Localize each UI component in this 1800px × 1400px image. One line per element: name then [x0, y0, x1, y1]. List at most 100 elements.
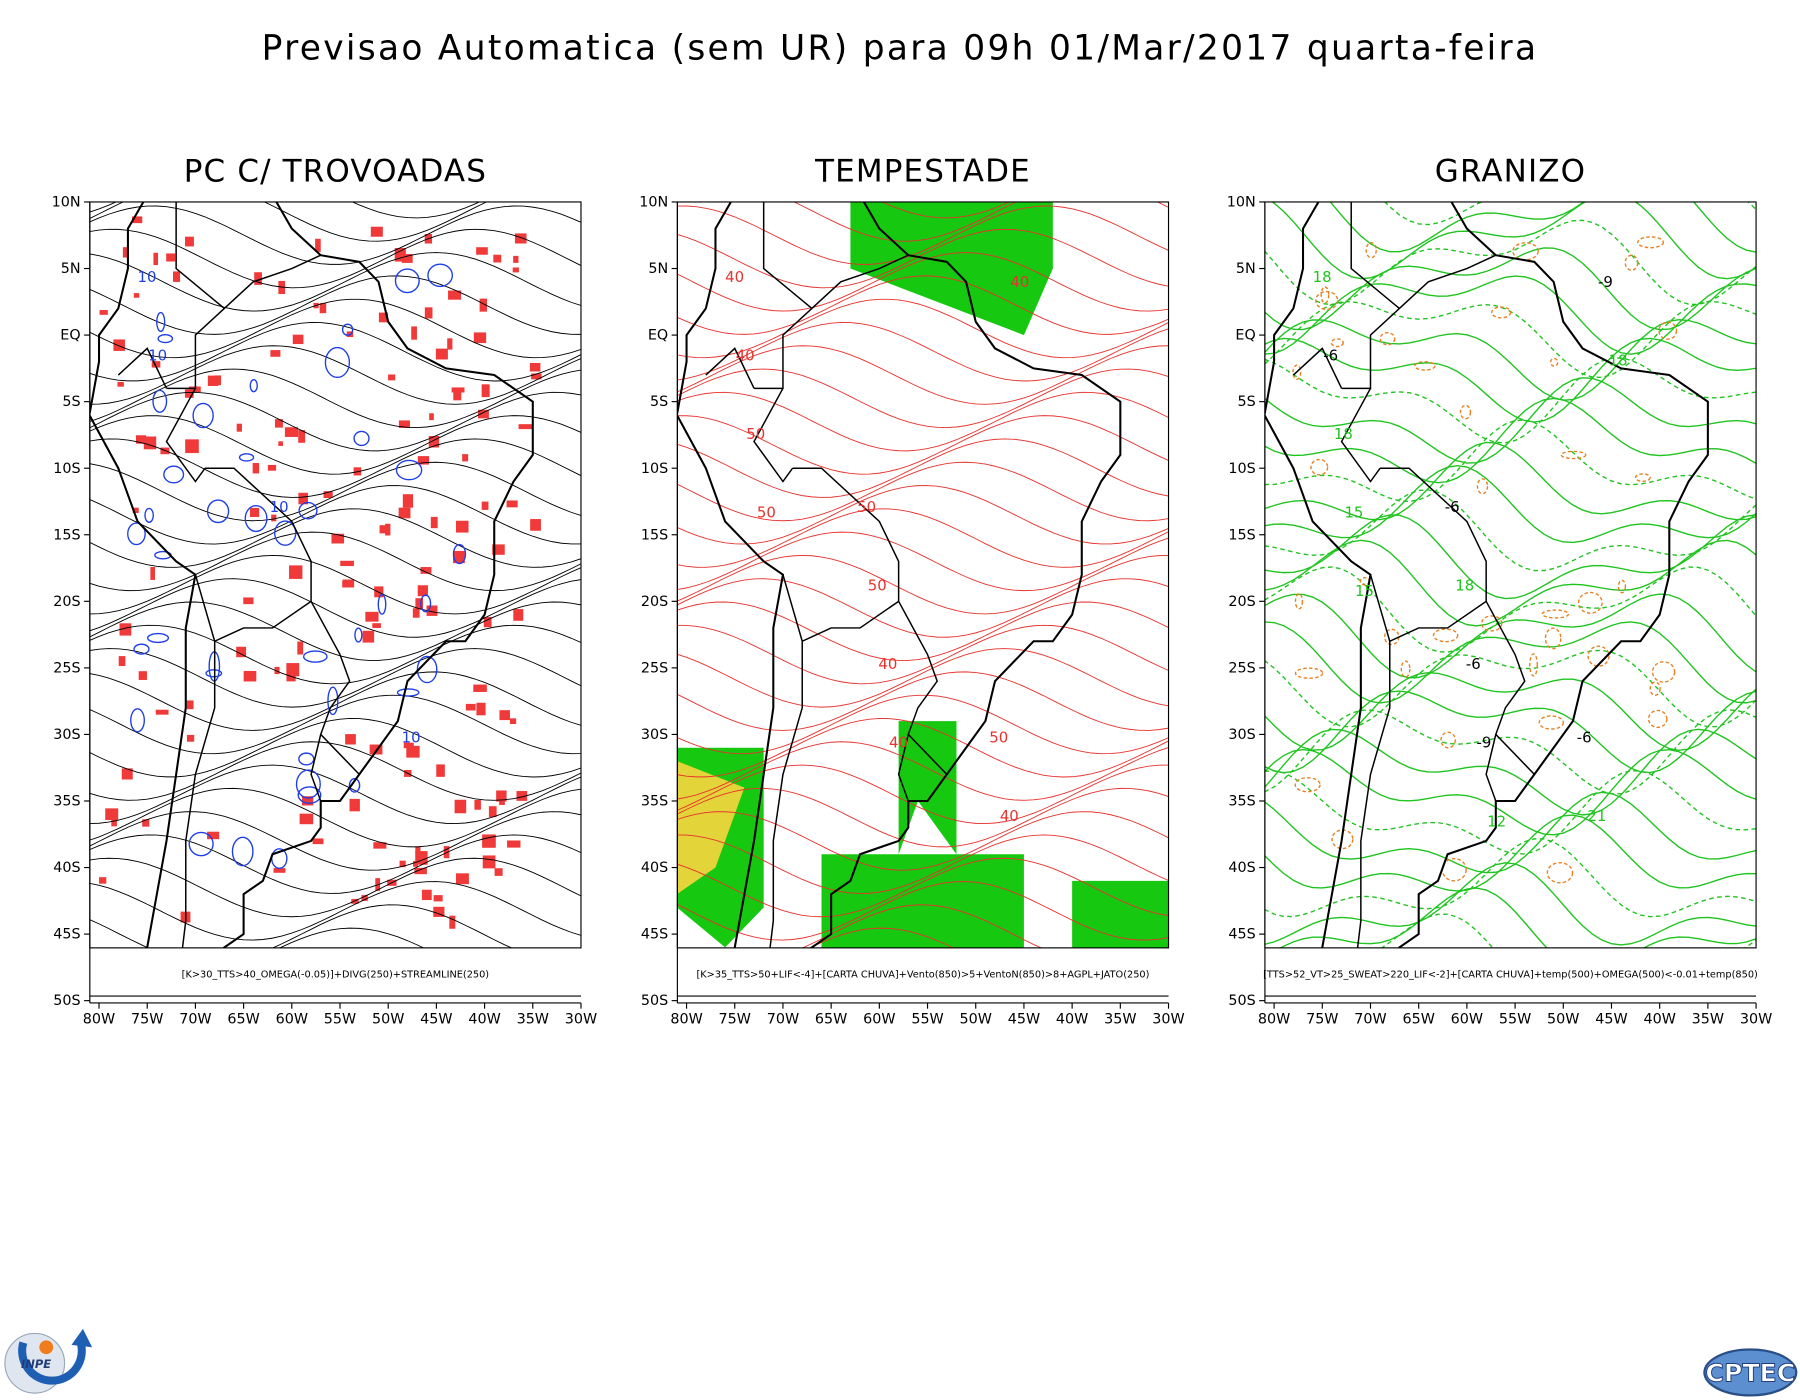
divergence-contour — [157, 333, 174, 344]
storm-cell — [507, 840, 521, 848]
divergence-contour — [297, 786, 322, 804]
lat-label: EQ — [60, 328, 80, 344]
green-area — [1072, 880, 1169, 948]
storm-cell — [481, 384, 490, 398]
storm-cell — [362, 630, 375, 643]
lon-label: 50W — [372, 1012, 404, 1028]
storm-cell — [150, 566, 155, 580]
lon-label: 70W — [179, 1012, 211, 1028]
temperature-contour — [1264, 275, 1757, 355]
lat-label: 40S — [641, 860, 668, 876]
divergence-contour — [348, 778, 361, 793]
lat-label: 25S — [641, 660, 668, 676]
streamline — [89, 201, 488, 242]
lon-label: 30W — [1740, 1012, 1772, 1028]
storm-cell — [436, 764, 445, 777]
lat-label: 50S — [1228, 993, 1255, 1009]
storm-cell — [412, 608, 420, 618]
orange-contour — [1365, 241, 1377, 259]
streamline — [89, 275, 581, 335]
storm-cell — [274, 666, 280, 675]
streamline — [677, 205, 1169, 265]
divergence-contour — [147, 632, 170, 644]
divergence-contour — [192, 402, 214, 429]
streamline — [89, 741, 581, 801]
storm-cell — [345, 734, 356, 745]
lat-label: 10N — [1227, 195, 1256, 211]
temperature-contour — [1264, 300, 1757, 379]
orange-contour — [1658, 321, 1678, 340]
storm-cell — [402, 494, 414, 508]
streamline — [677, 438, 1169, 498]
streamline — [89, 624, 581, 685]
orange-contour — [1538, 715, 1565, 730]
border — [1340, 387, 1381, 483]
divergence-contour — [152, 389, 168, 413]
lat-label: EQ — [648, 328, 668, 344]
streamline — [677, 228, 1169, 289]
storm-cell — [121, 768, 133, 780]
border — [1380, 467, 1487, 642]
orange-contour — [1379, 331, 1396, 346]
divergence-contour — [163, 465, 185, 484]
lat-label: 20S — [641, 594, 668, 610]
panel-title: TEMPESTADE — [814, 153, 1031, 189]
divergence-contour — [298, 752, 315, 766]
streamline — [89, 834, 581, 894]
lon-label: 40W — [468, 1012, 500, 1028]
temperature-contour — [1264, 748, 1757, 836]
streamline — [808, 927, 955, 948]
orange-contour — [1647, 709, 1668, 729]
storm-cell — [488, 806, 497, 818]
divergence-contour — [295, 769, 321, 799]
contour-label: 40 — [1000, 807, 1019, 825]
map-area: 40 50 50 40 50 40 50 40 40 50 40 — [677, 201, 1169, 948]
inpe-logo: INPE — [4, 1328, 93, 1394]
storm-cell — [254, 272, 262, 285]
lon-label: 75W — [1306, 1012, 1338, 1028]
streamline — [677, 554, 1169, 615]
contour-label: 40 — [1010, 273, 1029, 291]
streamline — [677, 415, 1169, 475]
orange-contour — [1414, 361, 1436, 371]
map-area: 10 10 10 10 — [89, 201, 581, 948]
storm-cell — [476, 247, 488, 255]
orange-contour — [1292, 364, 1302, 380]
lat-label: 5N — [61, 261, 81, 277]
storm-cell — [99, 877, 107, 884]
lat-label: 15S — [53, 527, 80, 543]
storm-cell — [340, 560, 354, 567]
storm-cell — [465, 703, 476, 711]
storm-cell — [132, 507, 139, 514]
contour-label: -9 — [1477, 734, 1492, 752]
orange-contour — [1617, 579, 1627, 594]
logo-arc — [18, 1341, 86, 1385]
lon-label: 70W — [1354, 1012, 1386, 1028]
storm-cell — [529, 362, 541, 372]
storm-cell — [493, 254, 502, 263]
storm-cell — [207, 375, 219, 386]
storm-cell — [424, 307, 433, 319]
streamline — [89, 252, 581, 312]
lat-label: 20S — [53, 594, 80, 610]
contour-label: 21 — [1587, 807, 1606, 825]
streamline — [89, 904, 513, 948]
temperature-contour — [1264, 862, 1757, 946]
storm-cell — [274, 419, 283, 428]
lon-label: 65W — [227, 1012, 259, 1028]
storm-cell — [298, 492, 308, 505]
lat-label: 35S — [641, 794, 668, 810]
lat-label: 35S — [53, 794, 80, 810]
border — [175, 201, 225, 310]
storm-cell — [351, 898, 359, 904]
border — [1292, 347, 1343, 389]
orange-contour — [1294, 777, 1321, 793]
temperature-contour — [1264, 593, 1757, 679]
divergence-contour — [244, 504, 268, 533]
storm-cell — [132, 216, 143, 224]
storm-cell — [483, 616, 492, 628]
temperature-contour — [1264, 419, 1757, 503]
divergence-contour — [427, 263, 454, 288]
temperature-contour — [1264, 539, 1757, 627]
